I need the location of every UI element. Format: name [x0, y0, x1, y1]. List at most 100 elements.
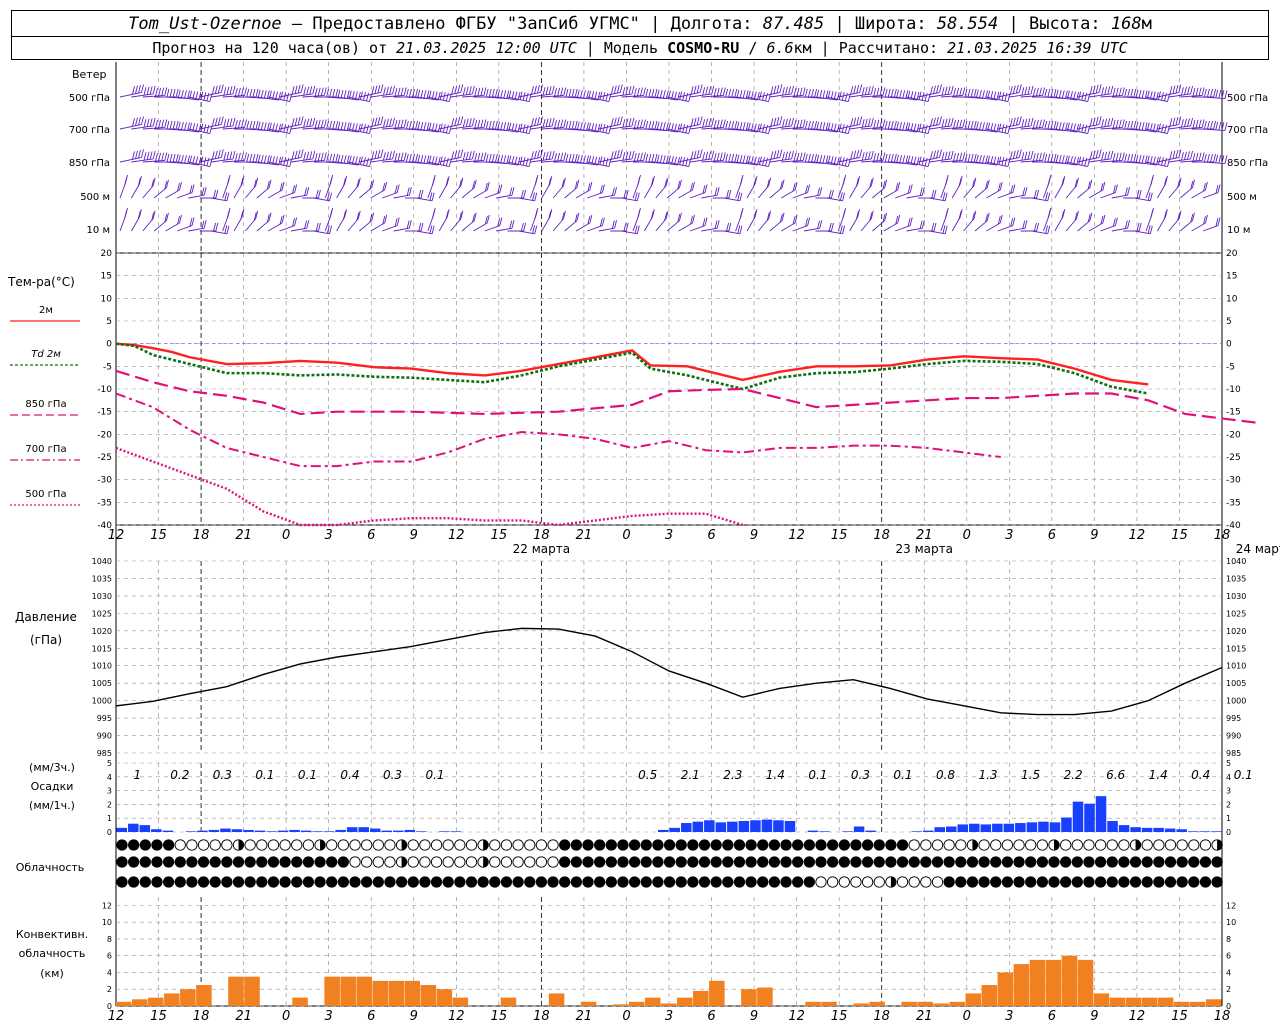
wind-barb-flag — [263, 122, 267, 131]
wind-barb — [313, 88, 339, 98]
wind-barb-shaft — [1145, 215, 1152, 232]
wind-barb-shaft — [826, 128, 849, 135]
wind-barb-flag — [967, 88, 971, 98]
wind-barb — [951, 176, 963, 199]
cloud-symbol — [442, 839, 454, 851]
wind-barb-flag — [189, 185, 193, 194]
cloud-circle — [1048, 876, 1060, 888]
cloud-circle — [594, 876, 606, 888]
cloud-circle — [1048, 856, 1060, 868]
wind-barb-flag — [191, 184, 195, 193]
wind-barb-flag — [459, 212, 462, 221]
wind-barb-flag — [970, 88, 974, 98]
cloud-symbol — [594, 876, 606, 888]
wind-barb-flag — [645, 153, 649, 163]
wind-barb-flag — [137, 210, 141, 220]
wind-barb-flag — [1047, 176, 1051, 186]
cloud-symbol — [978, 856, 990, 868]
wind-barb-flag — [542, 87, 546, 96]
wind-barb-flag — [662, 122, 666, 131]
wind-barb — [940, 174, 949, 199]
cloud-circle — [232, 856, 245, 868]
cloud-symbol — [209, 839, 221, 851]
temp-ytick: -35 — [97, 498, 112, 508]
wind-barb-shaft — [1134, 128, 1157, 133]
wind-barb-flag — [756, 123, 760, 133]
wind-barb-shaft — [860, 160, 883, 163]
cloud-circle — [594, 856, 606, 868]
wind-barb — [461, 119, 487, 130]
wind-barb-flag — [152, 177, 156, 186]
cloud-symbol — [1164, 876, 1177, 888]
cloud-circle — [1036, 856, 1049, 868]
wind-barb-shaft — [655, 128, 678, 133]
wind-barb-flag — [314, 153, 318, 162]
wind-barb-flag — [357, 91, 361, 101]
cloud-symbol — [640, 839, 652, 851]
wind-barb-shaft — [917, 156, 940, 163]
wind-barb-flag — [1205, 181, 1208, 191]
wind-barb-flag — [781, 152, 785, 161]
wind-barb-flag — [557, 119, 561, 129]
wind-barb-flag — [189, 218, 193, 227]
wind-barb — [347, 177, 361, 199]
wind-barb-shaft — [678, 91, 701, 98]
wind-barb — [678, 181, 695, 199]
wind-barb-shaft — [279, 192, 295, 199]
wind-barb-flag — [548, 151, 552, 160]
wind-barb — [849, 150, 874, 163]
wind-barb-flag — [893, 88, 897, 98]
wind-barb-flag — [677, 123, 681, 133]
wind-barb-shaft — [587, 192, 603, 199]
cloud-circle — [291, 839, 303, 851]
wind-barb-shaft — [735, 128, 758, 133]
wind-barb-shaft — [461, 187, 475, 199]
conv-bar — [677, 997, 693, 1006]
wind-barb — [986, 181, 1003, 199]
wind-barb-flag — [884, 179, 888, 188]
wind-barb-flag — [1024, 187, 1028, 196]
wind-barb-flag — [734, 153, 738, 163]
wind-barb-shaft — [849, 216, 858, 232]
wind-barb-flag — [1218, 89, 1222, 99]
cloud-circle — [978, 839, 990, 851]
hour-label-bottom: 12 — [788, 1009, 805, 1024]
wind-barb-flag — [394, 153, 398, 162]
cloud-circle — [256, 876, 268, 888]
cloud-symbol — [221, 856, 233, 868]
wind-barb — [1100, 217, 1118, 232]
wind-barb-shaft — [279, 225, 295, 232]
wind-barb — [792, 120, 818, 130]
wind-barb-flag — [650, 177, 654, 187]
wind-barb-flag — [346, 90, 350, 99]
hour-label: 21 — [576, 528, 593, 543]
cloud-circle — [174, 876, 186, 888]
cloud-circle — [780, 876, 792, 888]
cloud-circle — [815, 839, 827, 851]
wind-barb-flag — [998, 123, 1002, 132]
wind-barb-flag — [343, 155, 347, 164]
cloud-circle — [314, 856, 326, 868]
cloud-circle — [186, 856, 198, 868]
wind-barb — [564, 89, 589, 99]
wind-barb-flag — [864, 86, 868, 95]
wind-barb-flag — [941, 87, 945, 96]
wind-barb — [1168, 85, 1194, 98]
wind-barb-flag — [690, 118, 694, 127]
wind-barb-flag — [583, 155, 586, 164]
wind-barb — [929, 117, 954, 130]
precip-bar — [1015, 823, 1026, 832]
wind-barb-shaft — [142, 160, 165, 163]
wind-barb-flag — [184, 155, 187, 164]
cloud-circle — [675, 876, 687, 888]
cloud-half — [1217, 839, 1223, 851]
wind-barb — [1065, 177, 1079, 199]
precip-bar — [853, 826, 865, 832]
cloud-circle — [1013, 876, 1025, 888]
wind-barb-flag — [1033, 222, 1037, 232]
wind-barb-flag — [137, 177, 141, 187]
wind-barb-flag — [939, 149, 942, 158]
cloud-symbol — [1176, 856, 1188, 868]
wind-barb-flag — [312, 117, 316, 127]
cloud-circle — [908, 839, 920, 851]
